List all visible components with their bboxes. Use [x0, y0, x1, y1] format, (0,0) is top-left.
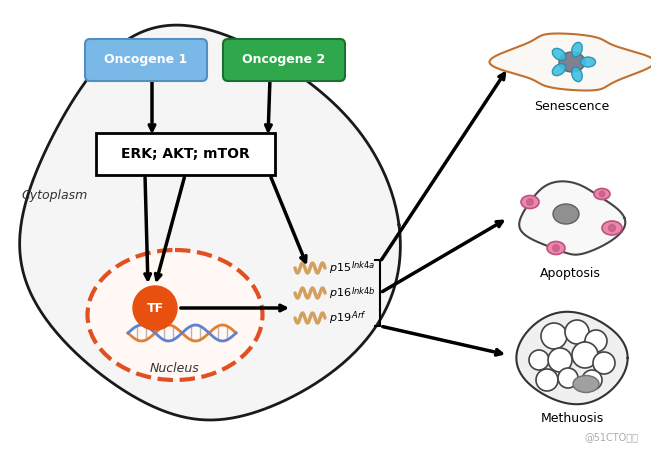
Ellipse shape [572, 42, 582, 57]
Polygon shape [516, 312, 628, 404]
Circle shape [536, 369, 558, 391]
Text: @51CTO博客: @51CTO博客 [584, 432, 638, 442]
Circle shape [572, 342, 598, 368]
Circle shape [600, 191, 605, 197]
Polygon shape [519, 181, 626, 255]
Ellipse shape [572, 67, 582, 82]
Text: $p16$: $p16$ [329, 286, 352, 300]
Circle shape [133, 286, 177, 330]
Circle shape [558, 368, 578, 388]
Text: Oncogene 1: Oncogene 1 [104, 53, 187, 66]
Circle shape [548, 348, 572, 372]
Text: $Arf$: $Arf$ [351, 309, 367, 321]
Circle shape [609, 224, 615, 232]
Ellipse shape [553, 204, 579, 224]
Text: TF: TF [146, 301, 163, 314]
Circle shape [582, 370, 602, 390]
FancyBboxPatch shape [223, 39, 345, 81]
Text: $Ink4a$: $Ink4a$ [351, 260, 376, 270]
Circle shape [553, 245, 559, 251]
Text: Methuosis: Methuosis [540, 411, 603, 424]
Text: $p15$: $p15$ [329, 261, 351, 275]
Circle shape [565, 320, 589, 344]
Text: Cytoplasm: Cytoplasm [22, 189, 88, 202]
FancyBboxPatch shape [96, 133, 275, 175]
Ellipse shape [87, 250, 262, 380]
Circle shape [593, 352, 615, 374]
Text: Senescence: Senescence [534, 101, 609, 114]
FancyBboxPatch shape [85, 39, 207, 81]
Ellipse shape [602, 221, 622, 235]
Text: Apoptosis: Apoptosis [540, 268, 600, 281]
Ellipse shape [552, 48, 566, 60]
Polygon shape [20, 25, 400, 420]
Text: $Ink4b$: $Ink4b$ [351, 285, 376, 295]
Circle shape [585, 330, 607, 352]
Text: $p19$: $p19$ [329, 311, 352, 325]
Ellipse shape [521, 195, 539, 208]
Ellipse shape [552, 64, 566, 75]
Ellipse shape [581, 57, 596, 67]
Ellipse shape [573, 375, 599, 392]
Ellipse shape [559, 52, 585, 72]
Circle shape [541, 323, 567, 349]
Ellipse shape [594, 189, 610, 199]
Circle shape [527, 199, 533, 205]
Text: Nucleus: Nucleus [150, 361, 200, 374]
Text: ERK; AKT; mTOR: ERK; AKT; mTOR [120, 147, 249, 161]
Ellipse shape [547, 242, 565, 255]
Polygon shape [490, 34, 651, 91]
Text: Oncogene 2: Oncogene 2 [242, 53, 326, 66]
Circle shape [529, 350, 549, 370]
